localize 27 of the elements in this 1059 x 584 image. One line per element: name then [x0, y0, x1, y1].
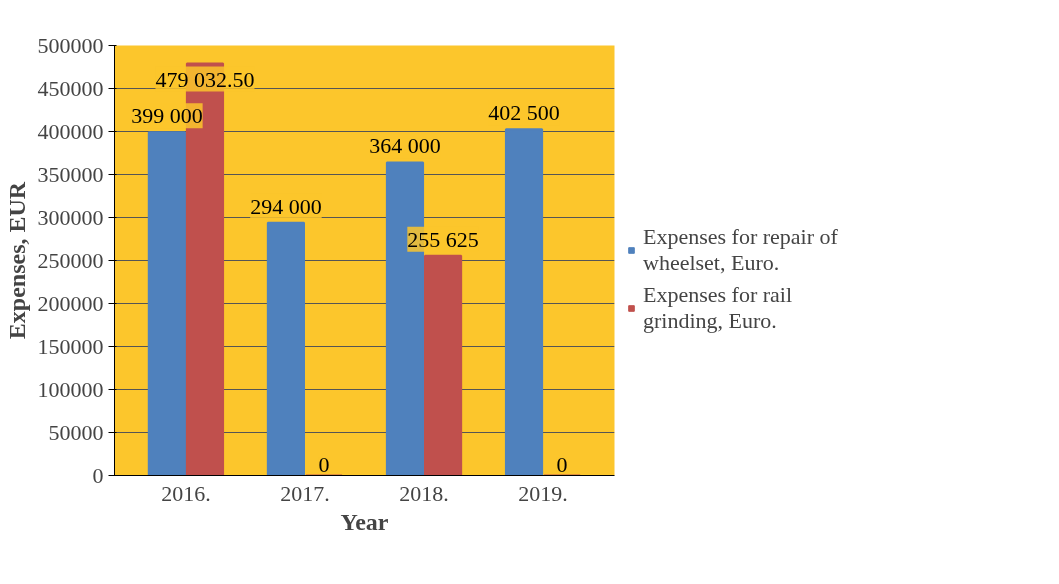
x-tick-label: 2016. [161, 480, 211, 506]
legend-label: Expenses for repair of wheelset, Euro. [643, 224, 838, 276]
x-tick-label: 2017. [280, 480, 330, 506]
y-tick-label: 400000 [37, 118, 104, 144]
y-tick-label: 100000 [37, 376, 104, 402]
x-tick-label: 2018. [399, 480, 449, 506]
data-label: 364 000 [369, 133, 441, 159]
data-label: 0 [556, 451, 568, 477]
y-axis-title: Expenses, EUR [3, 181, 30, 340]
data-label: 0 [318, 451, 330, 477]
legend-label: Expenses for rail grinding, Euro. [643, 282, 793, 334]
data-label: 479 032.50 [155, 66, 255, 92]
y-tick-label: 450000 [37, 75, 104, 101]
y-tick-label: 350000 [37, 161, 104, 187]
y-tick-label: 300000 [37, 204, 104, 230]
y-tick-label: 200000 [37, 290, 104, 316]
data-label: 402 500 [488, 100, 560, 126]
y-tick-label: 150000 [37, 333, 104, 359]
data-label: 399 000 [131, 103, 203, 129]
y-tick-label: 0 [92, 462, 104, 488]
data-label: 255 625 [407, 226, 479, 252]
data-label: 294 000 [250, 193, 322, 219]
x-axis-title: Year [340, 508, 389, 535]
y-tick-label: 500000 [37, 32, 104, 58]
y-tick-label: 250000 [37, 247, 104, 273]
x-tick-label: 2019. [518, 480, 568, 506]
y-tick-label: 50000 [48, 419, 104, 445]
